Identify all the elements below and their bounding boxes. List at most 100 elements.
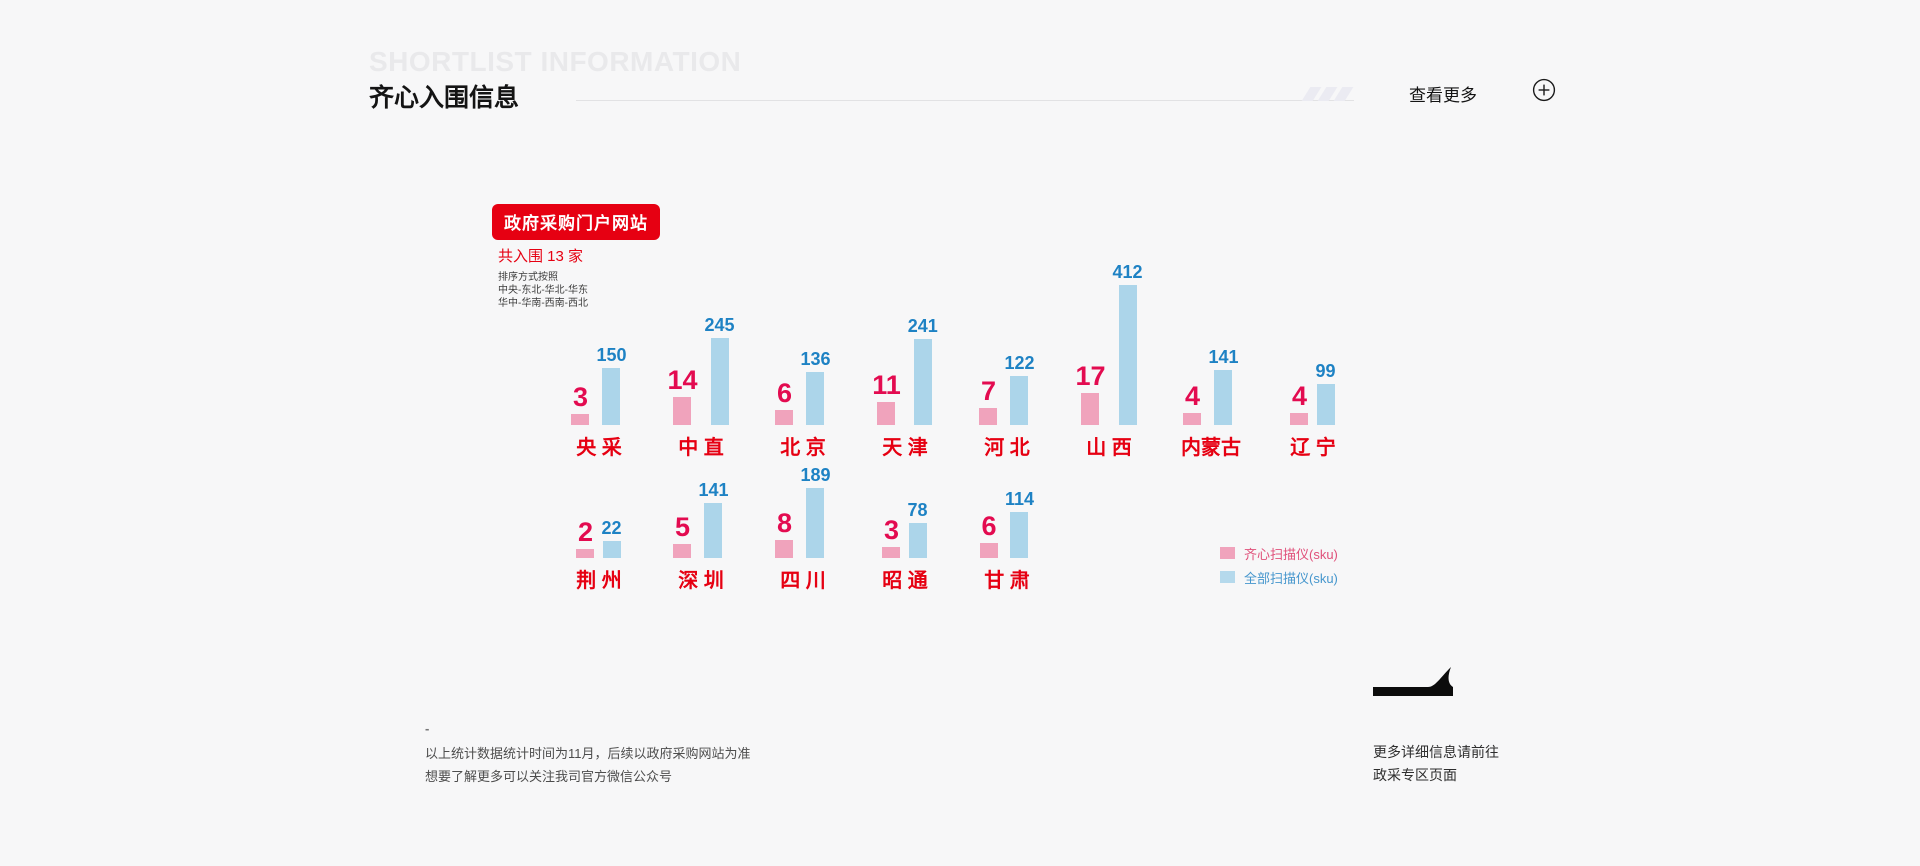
divider-line (576, 100, 1354, 101)
all-value: 114 (1004, 489, 1035, 509)
all-value: 141 (698, 480, 729, 500)
region-label: 昭 通 (882, 570, 928, 592)
region-label: 北 京 (780, 437, 826, 459)
sort-note-line: 华中-华南-西南-西北 (498, 298, 588, 309)
region-label: 山 西 (1086, 437, 1132, 459)
section-title: 齐心入围信息 (369, 84, 520, 112)
bar-group: 7 122 河 北 (961, 275, 1053, 459)
legend-item-qixin: 齐心扫描仪(sku) (1220, 541, 1338, 565)
qixin-bar (775, 540, 794, 558)
legend-label: 齐心扫描仪(sku) (1244, 546, 1338, 562)
bar-group: 5 141 深 圳 (655, 408, 747, 592)
footnote-dash: - (425, 721, 430, 736)
qixin-bar (1290, 413, 1309, 425)
qixin-bar (979, 543, 998, 558)
region-label: 内蒙古 (1181, 437, 1241, 459)
chevron-decoration-icon (1301, 87, 1354, 101)
qixin-value: 8 (776, 508, 792, 538)
qixin-value: 11 (872, 370, 901, 400)
qixin-value: 5 (674, 512, 690, 542)
all-value: 78 (907, 500, 928, 520)
all-bar (602, 541, 621, 558)
shortlist-count: 共入围 13 家 (498, 248, 584, 265)
all-bar (806, 372, 825, 425)
region-label: 甘 肃 (984, 570, 1030, 592)
region-label: 天 津 (882, 437, 928, 459)
chart-legend: 齐心扫描仪(sku) 全部扫描仪(sku) (1220, 541, 1338, 589)
all-bar (1010, 376, 1029, 425)
legend-swatch-pink-icon (1220, 547, 1235, 559)
bar-group: 14 245 中 直 (655, 275, 747, 459)
bar-group: 3 78 昭 通 (859, 408, 951, 592)
all-bar (710, 338, 729, 425)
all-bar (1118, 285, 1137, 425)
region-label: 四 川 (780, 570, 826, 592)
all-value: 141 (1208, 347, 1239, 367)
sort-note-line: 排序方式按照 (498, 272, 558, 283)
qixin-value: 4 (1184, 381, 1200, 411)
qixin-value: 2 (577, 517, 593, 547)
all-value: 99 (1315, 361, 1336, 381)
region-label: 中 直 (678, 437, 724, 459)
all-value: 241 (907, 316, 938, 336)
qixin-bar (1183, 413, 1202, 425)
qixin-bar (979, 408, 998, 425)
all-value: 412 (1112, 262, 1143, 282)
qixin-value: 14 (667, 365, 698, 395)
region-label: 河 北 (984, 437, 1030, 459)
qixin-value: 4 (1291, 381, 1307, 411)
bar-group: 2 22 荆 州 (553, 408, 645, 593)
qixin-bar (877, 402, 896, 425)
qixin-bar (673, 544, 692, 558)
all-value: 122 (1004, 353, 1035, 373)
cta-line: 更多详细信息请前往 (1373, 744, 1499, 760)
all-bar (1010, 512, 1029, 558)
qixin-value: 7 (980, 376, 996, 406)
legend-label: 全部扫描仪(sku) (1244, 570, 1338, 586)
qixin-bar (1081, 393, 1100, 425)
qixin-bar (775, 410, 794, 425)
bar-group: 6 114 甘 肃 (961, 408, 1053, 592)
all-bar (908, 523, 927, 558)
region-label: 辽 宁 (1290, 437, 1336, 459)
qixin-bar (673, 397, 692, 425)
qixin-value: 6 (981, 511, 997, 541)
region-label: 荆 州 (576, 570, 622, 592)
all-value: 245 (704, 315, 735, 335)
qixin-bar (882, 547, 901, 558)
all-bar (913, 339, 932, 425)
qixin-bar (571, 414, 590, 425)
footnote: - 以上统计数据统计时间为11月，后续以政府采购网站为准 想要了解更多可以关注我… (425, 722, 751, 788)
sort-order-note: 排序方式按照 中央-东北-华北-华东 华中-华南-西南-西北 (498, 271, 588, 310)
cta-block: 更多详细信息请前往 政采专区页面 (1373, 665, 1499, 787)
plane-icon (1373, 667, 1453, 696)
all-value: 150 (596, 345, 627, 365)
all-value: 189 (800, 465, 831, 485)
all-bar (704, 503, 723, 558)
footnote-line: 想要了解更多可以关注我司官方微信公众号 (425, 769, 673, 784)
bar-group: 8 189 四 川 (757, 408, 849, 592)
footnote-line: 以上统计数据统计时间为11月，后续以政府采购网站为准 (425, 746, 751, 761)
view-more-link[interactable]: 查看更多 (1409, 86, 1477, 105)
qixin-bar (576, 549, 595, 558)
region-label: 深 圳 (678, 570, 724, 592)
qixin-value: 6 (776, 378, 792, 408)
legend-swatch-blue-icon (1220, 571, 1235, 583)
all-value: 22 (601, 518, 622, 538)
region-label: 央 采 (576, 437, 622, 459)
bar-group: 4 141 内蒙古 (1165, 275, 1257, 459)
all-bar (1214, 370, 1233, 425)
all-bar (806, 488, 825, 558)
legend-item-all: 全部扫描仪(sku) (1220, 565, 1338, 589)
bar-group: 11 241 天 津 (859, 275, 951, 459)
sort-note-line: 中央-东北-华北-华东 (498, 285, 588, 296)
plus-icon[interactable] (1532, 78, 1556, 102)
qixin-value: 3 (572, 382, 588, 412)
bar-group: 6 136 北 京 (757, 275, 849, 459)
bar-group: 17 412 山 西 (1063, 263, 1155, 459)
section-watermark: SHORTLIST INFORMATION (369, 46, 742, 77)
all-value: 136 (800, 349, 831, 369)
source-badge: 政府采购门户网站 (492, 204, 660, 240)
all-bar (602, 368, 621, 425)
